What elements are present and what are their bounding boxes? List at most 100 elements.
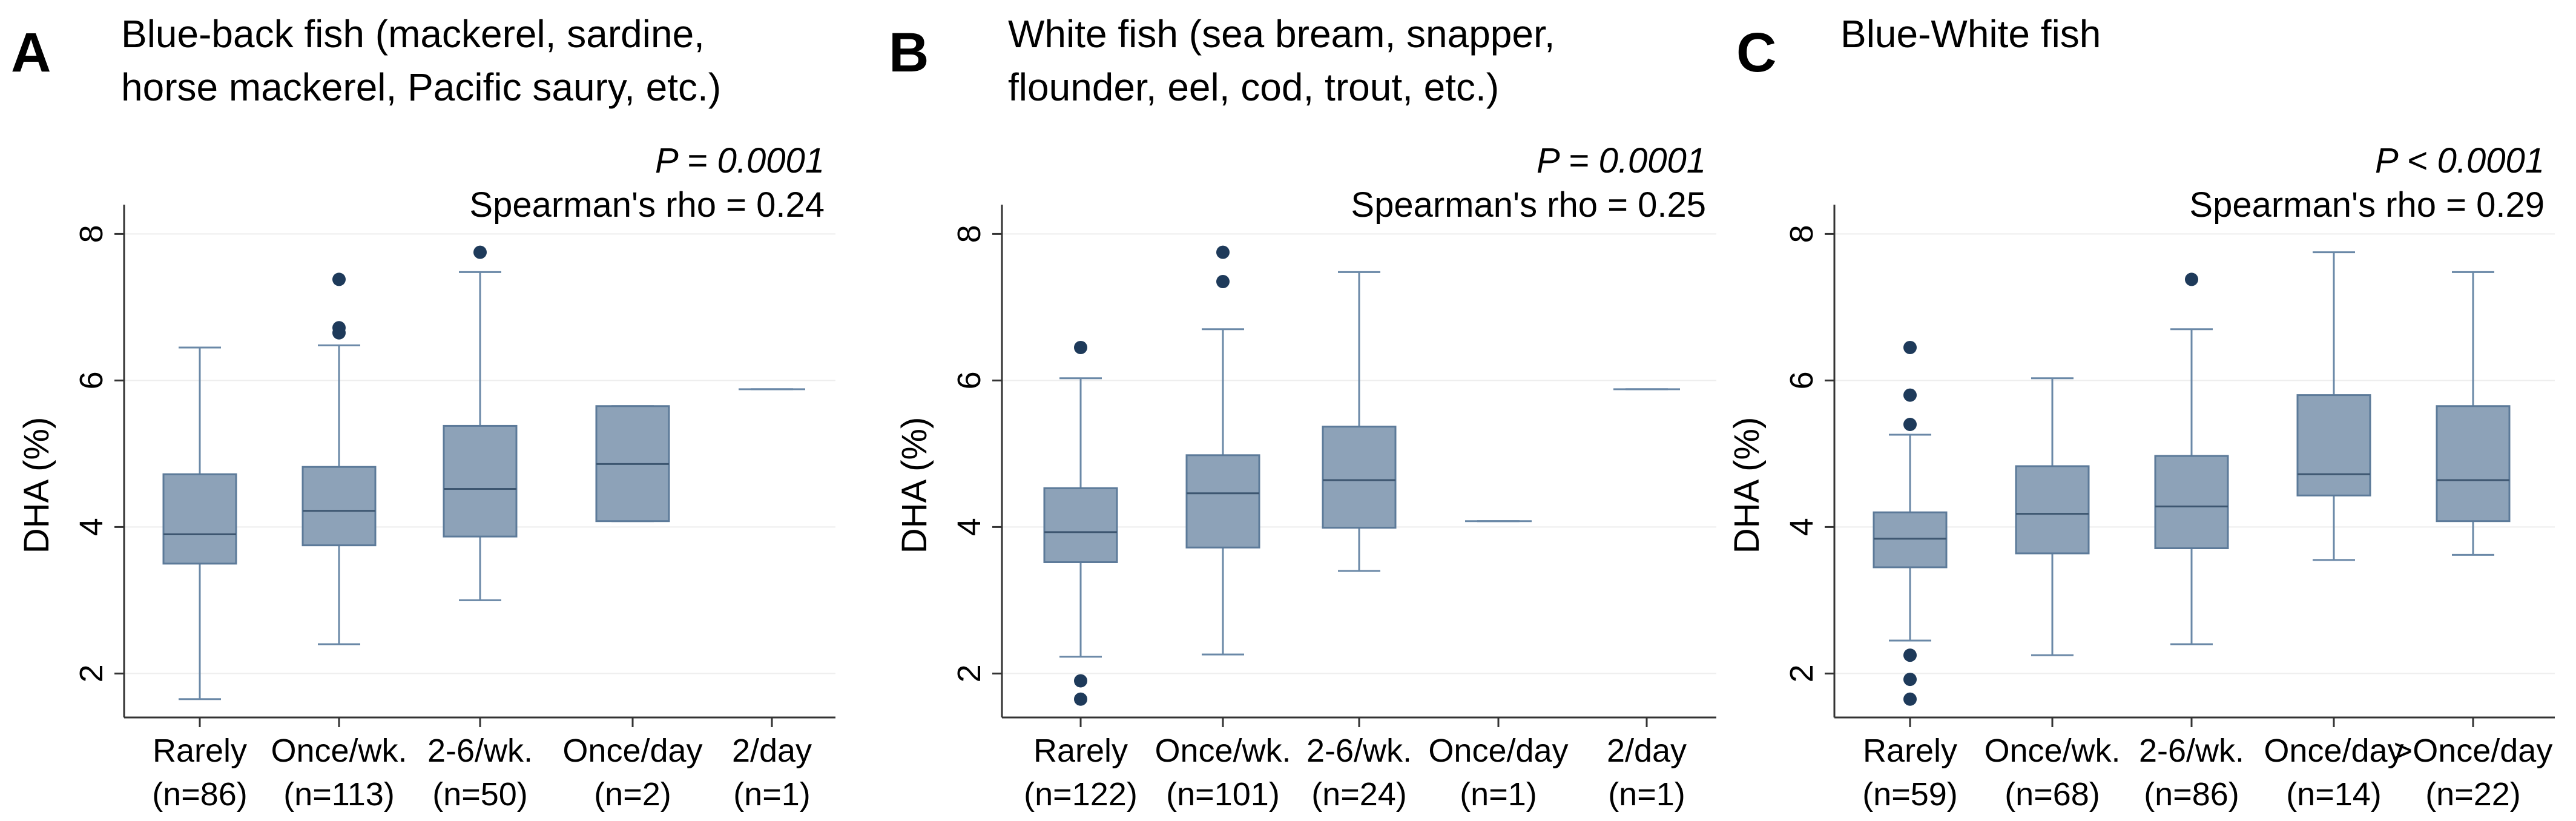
outlier-point xyxy=(1074,692,1087,706)
y-tick-label: 2 xyxy=(951,664,987,682)
box-3: Once/day (n=2) xyxy=(562,405,703,813)
panel-c: C Blue-White fish P < 0.0001 Spearman's rho… xyxy=(1727,12,2555,813)
x-category-label: Rarely xyxy=(153,733,247,769)
x-category-n: (n=22) xyxy=(2425,776,2521,813)
outlier-point xyxy=(1074,340,1087,354)
panel-title-line: horse mackerel, Pacific saury, etc.) xyxy=(121,65,721,109)
spearman-label: Spearman's rho = 0.29 xyxy=(2189,185,2545,225)
box-2: 2-6/wk. (n=24) xyxy=(1306,271,1412,813)
panel-title-line: Blue-White fish xyxy=(1840,12,2101,56)
x-category-label: >Once/day xyxy=(2394,733,2553,769)
x-category-n: (n=1) xyxy=(733,776,811,813)
box-iqr xyxy=(1043,487,1118,563)
p-value-label: P = 0.0001 xyxy=(655,141,825,180)
box-iqr xyxy=(301,466,377,547)
box-iqr xyxy=(1873,511,1948,569)
box-1: Once/wk. (n=101) xyxy=(1155,245,1291,813)
box-iqr xyxy=(1322,426,1397,529)
x-category-label: 2/day xyxy=(732,733,812,769)
panel-title-line: flounder, eel, cod, trout, etc.) xyxy=(1008,65,1499,109)
x-category-label: Once/day xyxy=(562,733,702,769)
outlier-point xyxy=(1903,673,1917,687)
outlier-point xyxy=(2185,272,2198,286)
x-category-n: (n=2) xyxy=(594,776,671,813)
y-tick-label: 6 xyxy=(951,371,987,389)
x-category-n: (n=122) xyxy=(1024,776,1138,813)
y-tick-label: 6 xyxy=(1784,371,1820,389)
x-category-n: (n=14) xyxy=(2286,776,2382,813)
x-category-label: 2/day xyxy=(1607,733,1687,769)
box-iqr xyxy=(443,424,518,538)
box-1: Once/wk. (n=113) xyxy=(271,272,407,813)
x-category-label: 2-6/wk. xyxy=(427,733,533,769)
x-category-n: (n=50) xyxy=(432,776,528,813)
box-iqr xyxy=(2154,455,2229,549)
outlier-point xyxy=(1216,245,1230,259)
panel-letter: C xyxy=(1736,22,1776,84)
spearman-label: Spearman's rho = 0.24 xyxy=(469,185,825,225)
y-tick-label: 4 xyxy=(73,518,110,536)
x-category-n: (n=86) xyxy=(2144,776,2239,813)
x-category-label: 2-6/wk. xyxy=(1306,733,1412,769)
x-category-label: Once/wk. xyxy=(271,733,407,769)
box-0: Rarely (n=86) xyxy=(152,346,248,813)
y-tick-label: 8 xyxy=(73,225,110,243)
x-category-n: (n=1) xyxy=(1608,776,1685,813)
x-category-label: Rarely xyxy=(1033,733,1128,769)
x-category-label: 2-6/wk. xyxy=(2139,733,2244,769)
x-category-n: (n=68) xyxy=(2004,776,2100,813)
panel-letter: B xyxy=(889,22,929,84)
box-iqr xyxy=(2436,405,2511,523)
x-category-n: (n=86) xyxy=(152,776,248,813)
box-2: 2-6/wk. (n=50) xyxy=(427,245,533,813)
box-4: 2/day (n=1) xyxy=(1607,388,1687,813)
panel-b: B White fish (sea bream, snapper, flounder… xyxy=(889,12,1716,813)
outlier-point xyxy=(473,245,487,259)
outlier-point xyxy=(1903,418,1917,431)
x-category-n: (n=1) xyxy=(1460,776,1537,813)
y-tick-label: 2 xyxy=(73,664,110,682)
box-0: Rarely (n=59) xyxy=(1862,340,1958,813)
panel-a: A Blue-back fish (mackerel, sardine, horse… xyxy=(11,12,835,813)
outlier-point xyxy=(1903,340,1917,354)
panel-letter: A xyxy=(11,22,51,84)
outlier-point xyxy=(332,272,346,286)
x-category-n: (n=113) xyxy=(283,776,395,813)
outlier-point xyxy=(1903,648,1917,662)
x-category-n: (n=24) xyxy=(1311,776,1407,813)
box-iqr xyxy=(1185,454,1260,549)
box-iqr xyxy=(2015,465,2090,555)
box-3: Once/day (n=1) xyxy=(1428,520,1569,813)
spearman-label: Spearman's rho = 0.25 xyxy=(1351,185,1706,225)
outlier-point xyxy=(1216,275,1230,289)
outlier-point xyxy=(1074,674,1087,688)
x-category-label: Once/wk. xyxy=(1984,733,2120,769)
x-category-n: (n=59) xyxy=(1862,776,1958,813)
box-2: 2-6/wk. (n=86) xyxy=(2139,272,2244,813)
y-tick-label: 8 xyxy=(1784,225,1820,243)
y-axis-label: DHA (%) xyxy=(1727,417,1767,554)
y-axis-label: DHA (%) xyxy=(17,417,56,554)
box-4: >Once/day (n=22) xyxy=(2394,271,2553,813)
outlier-point xyxy=(1903,692,1917,706)
box-1: Once/wk. (n=68) xyxy=(1984,377,2121,813)
box-0: Rarely (n=122) xyxy=(1024,340,1138,813)
panel-title-line: Blue-back fish (mackerel, sardine, xyxy=(121,12,705,56)
outlier-point xyxy=(332,321,346,335)
box-iqr xyxy=(162,473,237,565)
p-value-label: P = 0.0001 xyxy=(1537,141,1706,180)
y-axis-label: DHA (%) xyxy=(895,417,934,554)
x-category-label: Rarely xyxy=(1863,733,1957,769)
p-value-label: P < 0.0001 xyxy=(2375,141,2545,180)
x-category-n: (n=101) xyxy=(1166,776,1280,813)
x-category-label: Once/day xyxy=(1428,733,1568,769)
y-tick-label: 2 xyxy=(1784,664,1820,682)
y-tick-label: 4 xyxy=(1784,518,1820,536)
y-tick-label: 8 xyxy=(951,225,987,243)
y-tick-label: 6 xyxy=(73,371,110,389)
box-iqr xyxy=(2296,394,2371,496)
outlier-point xyxy=(1903,388,1917,402)
panel-title-line: White fish (sea bream, snapper, xyxy=(1008,12,1555,56)
